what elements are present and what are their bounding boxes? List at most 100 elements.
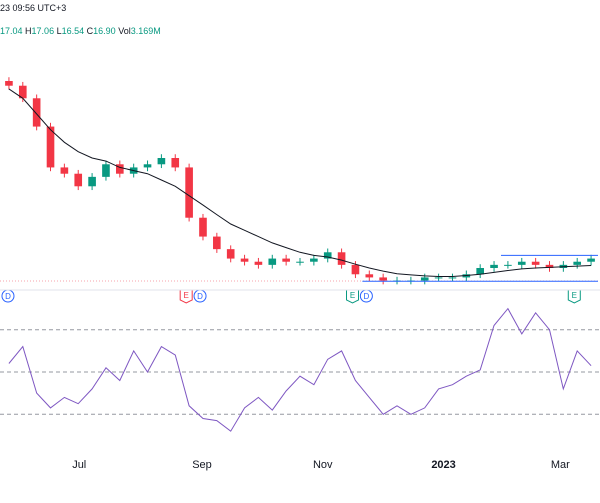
candle (379, 273, 387, 285)
candle (310, 254, 318, 266)
candle-body (476, 268, 484, 275)
candle-body (434, 277, 443, 279)
dividend-marker[interactable]: D (1, 289, 15, 303)
candle (587, 254, 595, 266)
candle (226, 245, 235, 263)
candle (199, 213, 207, 241)
dividend-marker-letter: D (197, 292, 203, 301)
earnings-marker[interactable]: E (346, 289, 360, 304)
candle (337, 248, 346, 269)
rsi-line (8, 307, 592, 432)
candle-body (46, 126, 55, 168)
candle (448, 273, 457, 282)
candle-body (226, 249, 235, 259)
candle (490, 261, 498, 272)
candle-body (116, 164, 124, 174)
close-value: 16.90 (93, 26, 116, 36)
time-axis-label: Sep (192, 459, 212, 471)
candle (143, 160, 152, 172)
candle-body (268, 258, 277, 265)
volume-label: Vol (118, 26, 131, 36)
candle-body (517, 261, 526, 265)
candle (5, 77, 13, 90)
candle-body (171, 158, 180, 168)
candle (476, 264, 484, 279)
dividend-marker-letter: D (363, 292, 369, 301)
candle (504, 261, 512, 269)
candle (323, 248, 332, 263)
candle-body (365, 274, 374, 278)
candle-body (157, 158, 166, 165)
candle (365, 270, 374, 282)
time-label: 23 09:56 UTC+3 (0, 3, 67, 13)
candle (60, 163, 69, 178)
candle-body (545, 264, 554, 268)
candle-body (573, 261, 582, 265)
ohlc-legend: 17.04 H17.06 L16.54 C16.90 Vol3.169M (0, 26, 161, 36)
candle (32, 94, 41, 131)
dividend-marker[interactable]: D (193, 289, 207, 303)
volume-value: 3.169M (130, 26, 161, 36)
close-label: C (86, 26, 94, 36)
legend-time: 23 09:56 UTC+3 (0, 3, 66, 13)
candle-body (199, 217, 207, 237)
candle-body (504, 264, 512, 266)
candle (545, 261, 554, 272)
dividend-marker-letter: D (5, 292, 11, 301)
candle (254, 257, 263, 269)
candle (88, 173, 96, 191)
candle (268, 254, 277, 269)
candle (213, 232, 221, 253)
candle-body (351, 264, 360, 275)
time-axis-label: Mar (551, 459, 570, 471)
earnings-marker[interactable]: E (567, 289, 581, 304)
candle-body (254, 261, 263, 265)
candle (74, 169, 83, 191)
candle-body (143, 164, 152, 168)
time-axis[interactable]: Jul Sep Nov 2023 Mar (72, 459, 570, 471)
candle-body (60, 167, 69, 174)
candle-body (185, 167, 193, 218)
candle (102, 160, 110, 181)
rsi-level-lines (0, 329, 600, 415)
candle (116, 160, 124, 178)
earnings-marker-letter: E (350, 291, 355, 300)
candle (185, 163, 193, 222)
candle (531, 257, 540, 269)
candle-body (282, 258, 290, 262)
candle-body (379, 277, 387, 281)
candle-body (490, 264, 498, 268)
candle-body (18, 85, 27, 99)
open-value: 17.04 (0, 26, 23, 36)
candle-body (337, 252, 346, 265)
candle-body (420, 277, 429, 281)
earnings-marker[interactable]: E (179, 289, 193, 304)
time-axis-label: 2023 (431, 459, 455, 471)
candle (157, 154, 166, 169)
candle-body (32, 98, 41, 127)
candle (434, 273, 443, 282)
trend-lines[interactable] (362, 254, 598, 282)
time-axis-label: Jul (72, 459, 86, 471)
candle (573, 257, 582, 269)
candle-body (448, 277, 457, 279)
candle-body (102, 164, 110, 177)
candle-body (296, 261, 304, 263)
high-label: H (25, 26, 32, 36)
candle (240, 254, 249, 266)
high-value: 17.06 (31, 26, 55, 36)
candle (296, 257, 304, 266)
candlestick-series (5, 77, 595, 285)
candle-body (88, 176, 96, 187)
candle-body (74, 173, 83, 187)
candle-body (310, 258, 318, 262)
candle-body (240, 258, 249, 262)
moving-average-line (8, 88, 592, 277)
candle (171, 154, 180, 172)
earnings-marker-letter: E (572, 291, 577, 300)
earnings-marker-letter: E (184, 291, 189, 300)
dividend-marker[interactable]: D (359, 289, 373, 303)
low-value: 16.54 (61, 26, 85, 36)
